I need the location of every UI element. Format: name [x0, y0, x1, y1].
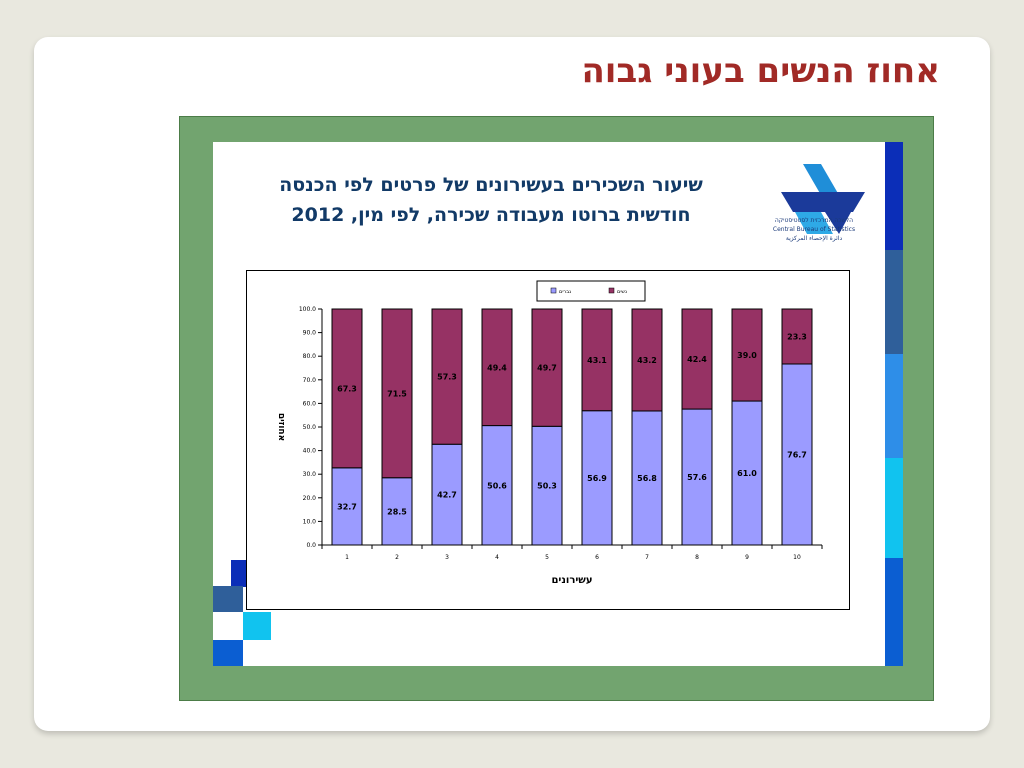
x-tick-label: 7 — [645, 554, 649, 561]
bar-women — [781, 308, 813, 365]
data-label-men: 56.9 — [587, 474, 607, 483]
data-label-women: 23.3 — [787, 332, 807, 341]
bar-men — [781, 363, 813, 546]
data-label-men: 42.7 — [437, 491, 457, 500]
cbs-logo-english: Central Bureau of Statistics — [772, 226, 856, 233]
bar-women — [481, 308, 513, 427]
chart-title-line-1: שיעור השכירים בעשירונים של פרטים לפי הכנ… — [279, 174, 703, 196]
x-tick-label: 3 — [445, 554, 449, 561]
bar-men — [431, 443, 463, 546]
data-label-men: 50.6 — [487, 481, 507, 490]
data-label-women: 71.5 — [387, 389, 407, 398]
decor-stripe — [885, 354, 903, 458]
legend-swatch-women — [608, 287, 615, 294]
bar-men — [581, 410, 613, 546]
legend-swatch-men — [550, 287, 557, 294]
cbs-logo-icon — [781, 164, 865, 234]
decor-square — [213, 640, 243, 666]
cbs-logo-arabic: دائرة الإحصاء المركزية — [785, 235, 843, 242]
legend-label-men: גברים — [559, 289, 571, 295]
bar-women — [681, 308, 713, 410]
decor-stripe — [885, 558, 903, 666]
x-tick-label: 2 — [395, 554, 399, 561]
x-tick-label: 10 — [793, 554, 801, 561]
bar-women — [731, 308, 763, 402]
bar-women — [431, 308, 463, 445]
decor-stripe — [885, 458, 903, 558]
bar-women — [531, 308, 563, 427]
picture-frame: הלשכה המרכזית לסטטיסטיקה Central Bureau … — [179, 116, 934, 701]
y-tick-label: 70.0 — [303, 377, 317, 384]
cbs-logo-hebrew: הלשכה המרכזית לסטטיסטיקה — [774, 217, 854, 224]
decor-square — [231, 560, 247, 587]
y-tick-label: 100.0 — [299, 306, 316, 313]
data-label-men: 32.7 — [337, 502, 357, 511]
data-label-women: 67.3 — [337, 384, 357, 393]
data-label-men: 56.8 — [637, 474, 657, 483]
y-tick-label: 20.0 — [303, 495, 317, 502]
decor-stripe — [885, 250, 903, 354]
y-tick-label: 90.0 — [303, 330, 317, 337]
slide: אחוז הנשים בעוני גבוה הלשכה המרכזית לסטט… — [34, 37, 990, 731]
data-label-women: 43.1 — [587, 356, 607, 365]
chart-box: נשים גברים 0.0 10.0 20.0 30.0 40.0 50.0 60.0 70.… — [246, 270, 850, 610]
bar-men — [531, 425, 563, 546]
y-tick-label: 10.0 — [303, 518, 317, 525]
bar-men — [481, 425, 513, 546]
bar-women — [581, 308, 613, 412]
bar-women — [381, 308, 413, 479]
data-label-women: 43.2 — [637, 356, 657, 365]
chart-title-line-2: חודשית ברוטו מעבודה שכירה, לפי מין, 2012 — [291, 204, 691, 226]
legend-box — [536, 280, 646, 302]
x-tick-label: 1 — [345, 554, 349, 561]
x-tick-label: 4 — [495, 554, 499, 561]
data-label-women: 49.7 — [537, 364, 557, 373]
chart-legend: נשים גברים — [536, 280, 646, 302]
x-tick-label: 6 — [595, 554, 599, 561]
y-axis-label: אחוזים — [276, 413, 286, 441]
bar-women — [631, 308, 663, 412]
data-label-women: 39.0 — [737, 351, 757, 360]
data-label-men: 28.5 — [387, 507, 407, 516]
x-tick-label: 5 — [545, 554, 549, 561]
y-tick-label: 0.0 — [306, 542, 316, 549]
data-label-women: 49.4 — [487, 363, 507, 372]
y-tick-label: 50.0 — [303, 424, 317, 431]
data-label-men: 61.0 — [737, 469, 757, 478]
data-label-women: 57.3 — [437, 373, 457, 382]
bar-men — [331, 467, 363, 546]
bar-men — [381, 477, 413, 546]
data-label-men: 50.3 — [537, 482, 557, 491]
bar-women — [331, 308, 363, 469]
legend-label-women: נשים — [617, 289, 627, 295]
chart-title: שיעור השכירים בעשירונים של פרטים לפי הכנ… — [231, 170, 751, 230]
data-label-men: 76.7 — [787, 450, 807, 459]
y-tick-label: 60.0 — [303, 400, 317, 407]
x-tick-label: 8 — [695, 554, 699, 561]
chart-image: הלשכה המרכזית לסטטיסטיקה Central Bureau … — [213, 142, 903, 666]
chart-bars — [331, 308, 813, 546]
x-tick-label: 9 — [745, 554, 749, 561]
bar-men — [731, 400, 763, 546]
y-tick-label: 30.0 — [303, 471, 317, 478]
decor-stripe — [885, 142, 903, 250]
bar-men — [681, 408, 713, 546]
y-tick-label: 80.0 — [303, 353, 317, 360]
slide-title: אחוז הנשים בעוני גבוה — [581, 51, 940, 91]
y-tick-label: 40.0 — [303, 448, 317, 455]
chart-data-labels: 32.7 67.3 28.5 71.5 42.7 57.3 50.6 49.4 50.3 49.7… — [337, 332, 807, 516]
data-label-men: 57.6 — [687, 473, 707, 482]
decor-square — [243, 612, 271, 640]
x-axis-label: עשירונים — [551, 575, 592, 586]
data-label-women: 42.4 — [687, 355, 707, 364]
bar-men — [631, 410, 663, 546]
stacked-bar-chart: נשים גברים 0.0 10.0 20.0 30.0 40.0 50.0 60.0 70.… — [276, 280, 823, 586]
decor-square — [213, 586, 243, 612]
